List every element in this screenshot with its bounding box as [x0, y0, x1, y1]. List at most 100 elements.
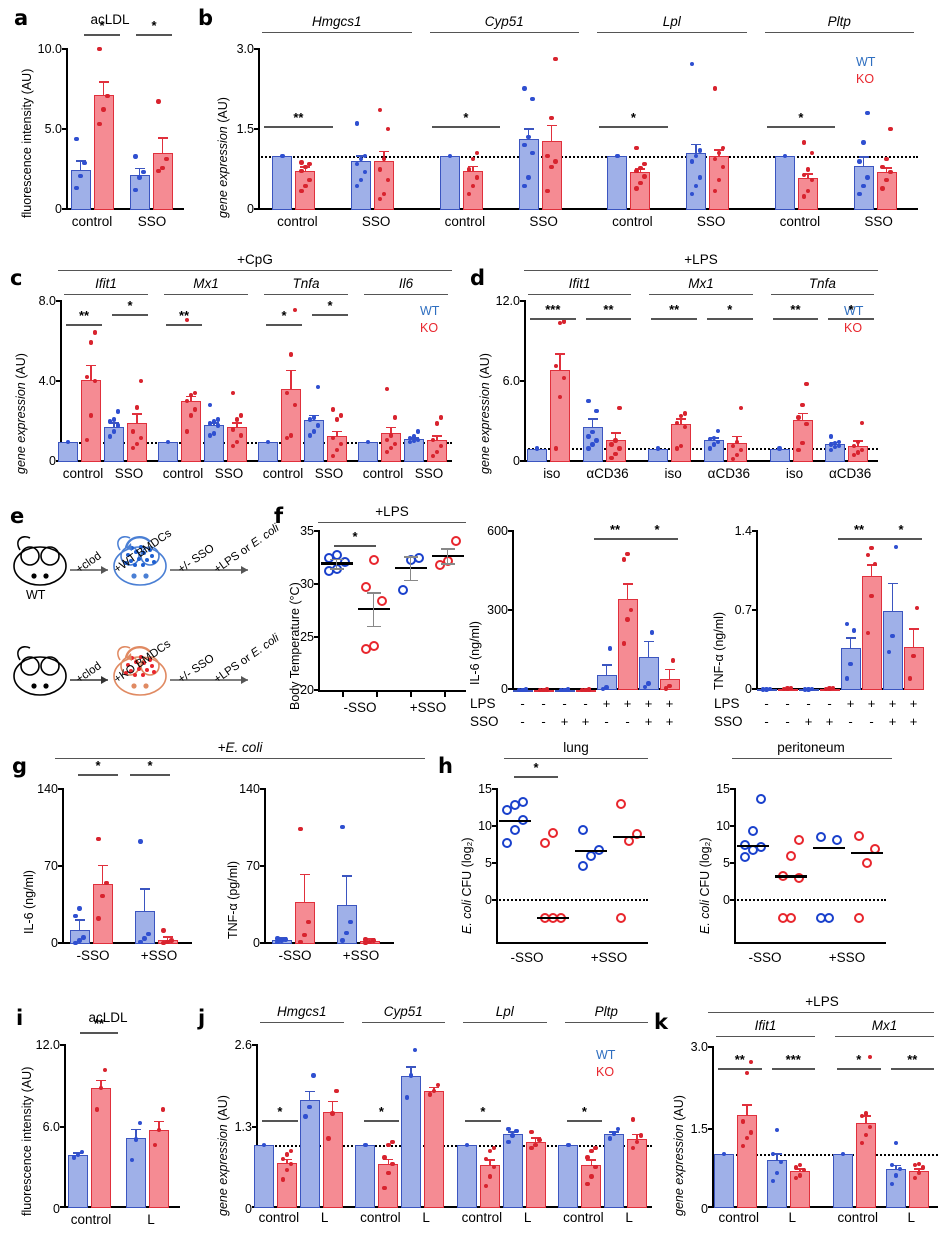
data-point: [917, 1170, 922, 1176]
sig-label: *: [327, 298, 333, 313]
error-bar: [559, 353, 561, 371]
sig-bar: [363, 1120, 400, 1122]
data-point: [809, 151, 815, 156]
gene-rule: [764, 32, 914, 33]
data-point: [392, 441, 398, 446]
data-point: [362, 170, 368, 175]
data-point: [642, 161, 647, 167]
data-point: [363, 1142, 368, 1148]
panel-f-il6-sig-1: *: [654, 522, 660, 537]
data-point: [506, 1139, 511, 1144]
panel-d-reference-line: [524, 448, 878, 450]
panel-f-il6-ytick-0: 600: [487, 524, 508, 538]
data-point: [115, 409, 121, 414]
data-point: [697, 148, 703, 153]
panel-d-plot: [524, 300, 878, 462]
data-point: [907, 676, 913, 681]
bar-ko: [581, 1165, 602, 1208]
bar-ko: [424, 1091, 445, 1208]
bar-wt: [299, 1099, 320, 1208]
data-point: [411, 434, 417, 439]
panel-h-perit-ytick-2: 5: [723, 856, 730, 870]
data-point: [438, 443, 444, 448]
data-point: [100, 893, 105, 899]
condition-sso-5: -: [625, 714, 630, 729]
panel-c-ytick-2: 0: [49, 454, 56, 468]
data-point: [857, 191, 862, 196]
data-point: [764, 687, 769, 692]
data-point: [303, 164, 308, 169]
error-cap: [772, 1153, 783, 1156]
condition-lps-7: +: [909, 696, 918, 711]
data-point: [275, 939, 280, 944]
data-point: [711, 435, 717, 440]
mean-line: [499, 819, 531, 823]
sig-bar: [771, 1068, 815, 1070]
data-point: [894, 1173, 899, 1178]
sig-label: *: [856, 1052, 862, 1067]
error-cap: [554, 353, 565, 355]
data-point: [854, 830, 864, 841]
data-point: [518, 796, 528, 807]
data-point: [211, 419, 217, 424]
bar-wt: [439, 156, 460, 210]
error-bar: [387, 1158, 390, 1164]
bar-ko: [227, 426, 247, 462]
data-point: [334, 447, 340, 453]
error-bar: [166, 936, 169, 940]
panel-f-tnf-ytick-0: 1.4: [734, 524, 752, 538]
data-point: [621, 557, 627, 562]
error-cap: [281, 1158, 292, 1161]
data-point: [678, 413, 684, 419]
error-cap: [356, 154, 367, 157]
panel-d-letter: d: [470, 266, 486, 290]
data-point: [865, 630, 871, 636]
error-bar: [590, 1159, 593, 1166]
data-point: [413, 553, 424, 564]
data-point: [376, 596, 387, 607]
error-cap: [610, 432, 621, 434]
error-cap: [714, 148, 725, 151]
error-bar: [695, 143, 697, 154]
panel-a-sig-0: *: [99, 18, 105, 33]
data-point: [553, 159, 558, 164]
panel-g-title-rule: [55, 758, 425, 759]
condition-sso-4: -: [848, 714, 853, 729]
data-point: [138, 435, 144, 440]
data-point: [801, 140, 807, 145]
error-cap: [386, 426, 396, 429]
data-point: [748, 826, 758, 837]
error-cap: [802, 173, 813, 175]
data-point: [344, 930, 349, 936]
panel-d-ytick-1: 6.0: [502, 374, 520, 388]
sig-bar: [465, 1120, 501, 1122]
error-cap: [341, 874, 352, 877]
bar-ko: [627, 1138, 648, 1208]
sig-label: **: [734, 1052, 745, 1067]
data-point: [586, 399, 591, 404]
data-point: [77, 938, 82, 943]
data-point: [142, 936, 147, 941]
data-point: [689, 159, 695, 164]
panel-f-il6-ytick-1: 300: [487, 603, 508, 617]
data-point: [165, 939, 170, 944]
gene-label-Lpl: Lpl: [662, 14, 681, 29]
bar-ko: [181, 401, 201, 462]
panel-i-sig-0: **: [93, 1016, 105, 1031]
panel-h-perit-reference-line: [734, 899, 886, 901]
data-point: [800, 403, 805, 408]
panel-h-perit-xtick-0: -SSO: [748, 950, 782, 965]
xtick-SSO: SSO: [696, 214, 726, 229]
panel-g-il6-xtick-1: +SSO: [140, 948, 178, 963]
condition-sso-4: -: [604, 714, 609, 729]
panel-a-letter: a: [14, 6, 29, 30]
condition-lps-0: -: [520, 696, 525, 711]
data-point: [734, 453, 740, 458]
data-point: [854, 913, 864, 923]
bar-ko: [861, 575, 882, 690]
condition-sso-1: -: [541, 714, 546, 729]
data-point: [298, 939, 303, 944]
data-point: [529, 1145, 534, 1151]
data-point: [785, 686, 790, 691]
error-cap: [866, 564, 877, 566]
